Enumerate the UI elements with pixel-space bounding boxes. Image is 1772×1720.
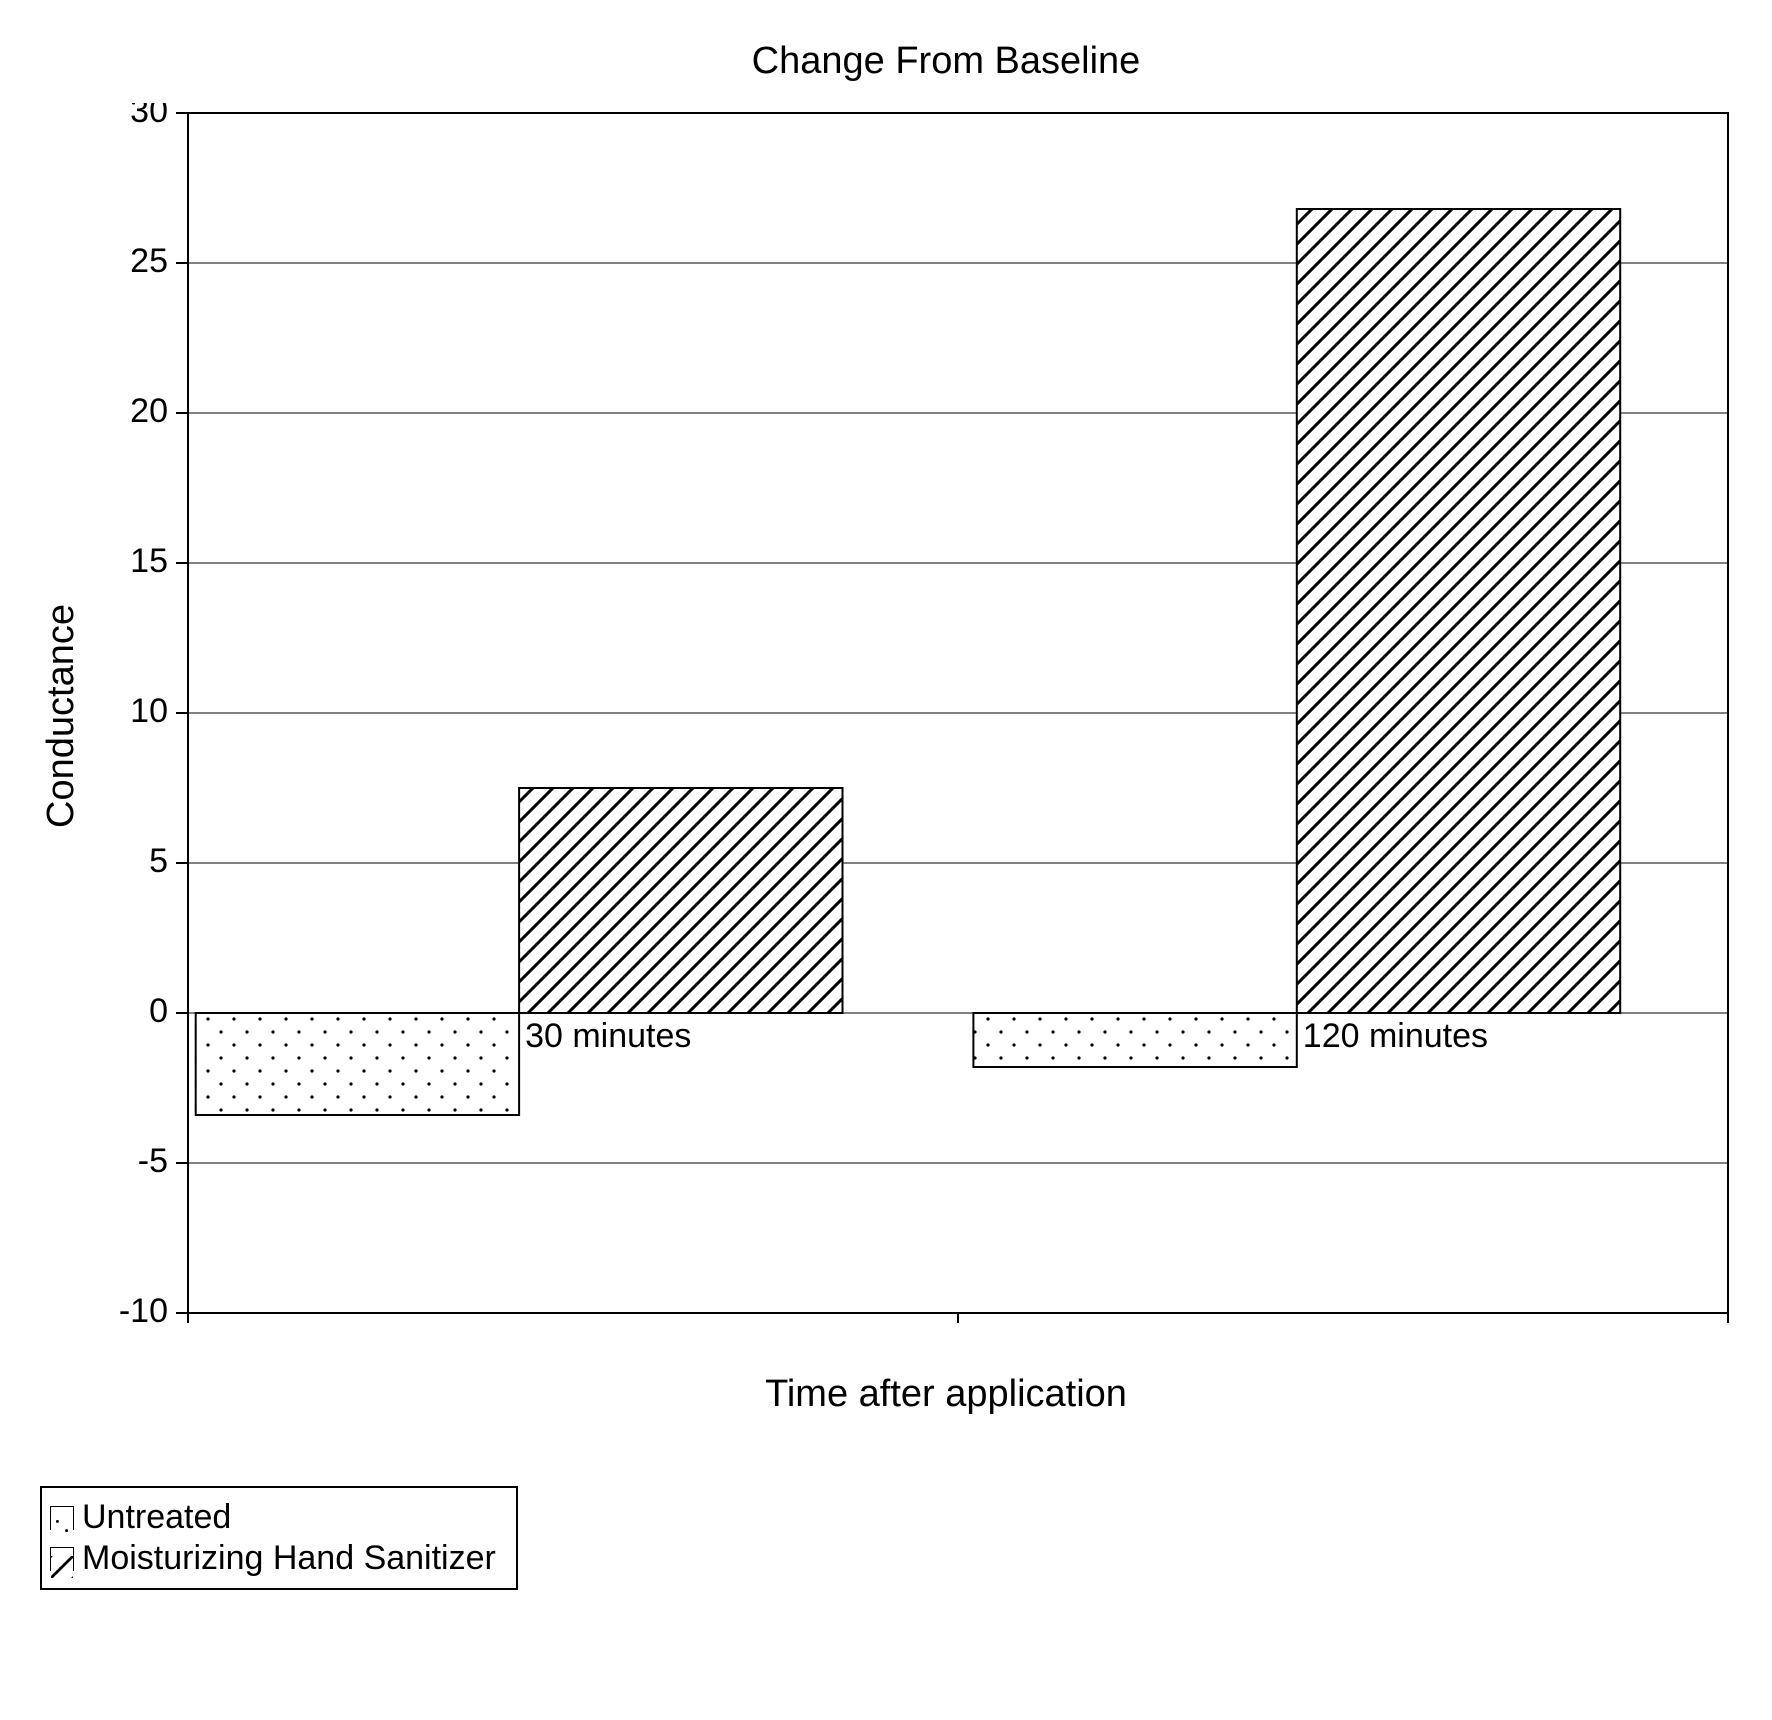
- x-axis-label: Time after application: [160, 1373, 1732, 1416]
- legend-label-sanitizer: Moisturizing Hand Sanitizer: [82, 1539, 496, 1578]
- svg-text:15: 15: [130, 542, 168, 580]
- svg-text:30: 30: [130, 103, 168, 130]
- legend-swatch-diagonal: [50, 1547, 74, 1571]
- plot-wrapper: -10 -5 0 5 10 15 20 25 30 30 minutes 120 minutes: [98, 103, 1738, 1328]
- chart-svg: -10 -5 0 5 10 15 20 25 30 30 minutes 120 minutes: [98, 103, 1738, 1323]
- legend-swatch-dots: [50, 1506, 74, 1530]
- legend-label-untreated: Untreated: [82, 1498, 231, 1537]
- legend-item-untreated: Untreated: [50, 1498, 496, 1537]
- svg-text:20: 20: [130, 392, 168, 430]
- chart-area: Conductance -10 -5 0 5 10 15 20 25 30 30 minutes 1…: [40, 103, 1732, 1328]
- svg-text:30 minutes: 30 minutes: [525, 1017, 691, 1055]
- svg-text:25: 25: [130, 242, 168, 280]
- svg-text:10: 10: [130, 692, 168, 730]
- svg-text:0: 0: [149, 992, 168, 1030]
- svg-text:120 minutes: 120 minutes: [1303, 1017, 1488, 1055]
- svg-text:-5: -5: [138, 1142, 168, 1180]
- svg-text:-10: -10: [119, 1292, 168, 1323]
- svg-text:5: 5: [149, 842, 168, 880]
- legend: Untreated Moisturizing Hand Sanitizer: [40, 1486, 518, 1590]
- y-axis-label: Conductance: [40, 604, 83, 828]
- legend-item-sanitizer: Moisturizing Hand Sanitizer: [50, 1539, 496, 1578]
- chart-title: Change From Baseline: [160, 40, 1732, 83]
- chart-container: Change From Baseline Conductance -10 -5 0 5…: [40, 40, 1732, 1590]
